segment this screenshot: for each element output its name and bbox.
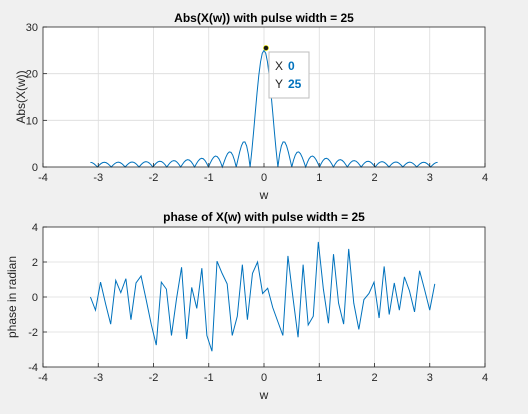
phase-ytick-label: 2 bbox=[32, 257, 38, 269]
phase-axes[interactable]: -4 -3 -2 -1 0 1 2 3 4 -4 -2 0 2 4 phase of X(w) with… bbox=[5, 210, 488, 402]
phase-xtick-label: 3 bbox=[427, 372, 433, 384]
datatip-y-label: Y bbox=[275, 77, 283, 91]
magnitude-xtick-label: -2 bbox=[149, 172, 159, 184]
magnitude-xtick-label: -3 bbox=[93, 172, 103, 184]
phase-xtick-label: -4 bbox=[38, 372, 48, 384]
datatip-x-label: X bbox=[275, 59, 283, 73]
magnitude-xtick-label: 0 bbox=[261, 172, 267, 184]
magnitude-axes[interactable]: -4 -3 -2 -1 0 1 2 3 4 0 10 20 30 Abs(X(w)) with pul… bbox=[14, 11, 488, 202]
phase-xtick-label: 0 bbox=[261, 372, 267, 384]
magnitude-xtick-label: 2 bbox=[371, 172, 377, 184]
magnitude-x-ticks: -4 -3 -2 -1 0 1 2 3 4 bbox=[38, 163, 488, 184]
magnitude-title: Abs(X(w)) with pulse width = 25 bbox=[174, 11, 354, 25]
magnitude-ytick-label: 30 bbox=[26, 22, 38, 34]
datatip[interactable]: X 0 Y 25 bbox=[263, 45, 310, 99]
phase-xlabel: w bbox=[259, 388, 269, 402]
magnitude-ytick-label: 20 bbox=[26, 69, 38, 81]
phase-xtick-label: -2 bbox=[149, 372, 159, 384]
magnitude-grid bbox=[43, 27, 485, 167]
phase-xtick-label: -1 bbox=[204, 372, 214, 384]
magnitude-xtick-label: 1 bbox=[316, 172, 322, 184]
magnitude-xlabel: w bbox=[259, 188, 269, 202]
phase-xtick-label: 1 bbox=[316, 372, 322, 384]
magnitude-series bbox=[90, 49, 438, 169]
phase-xtick-label: -3 bbox=[93, 372, 103, 384]
magnitude-line bbox=[90, 49, 438, 169]
phase-ytick-label: 0 bbox=[32, 292, 38, 304]
datatip-marker bbox=[263, 45, 269, 51]
magnitude-xtick-label: 4 bbox=[482, 172, 488, 184]
phase-series bbox=[89, 241, 436, 352]
magnitude-ytick-label: 10 bbox=[26, 115, 38, 127]
datatip-x-value: 0 bbox=[288, 59, 295, 73]
phase-ytick-label: 4 bbox=[32, 222, 38, 234]
magnitude-ytick-label: 0 bbox=[32, 162, 38, 174]
datatip-y-value: 25 bbox=[288, 77, 302, 91]
phase-ytick-label: -4 bbox=[28, 362, 38, 374]
magnitude-ylabel: Abs(X(w)) bbox=[14, 70, 28, 123]
phase-title: phase of X(w) with pulse width = 25 bbox=[163, 210, 365, 224]
datatip-box bbox=[268, 51, 310, 99]
magnitude-y-ticks: 0 10 20 30 bbox=[26, 22, 47, 174]
phase-ytick-label: -2 bbox=[28, 327, 38, 339]
magnitude-xtick-label: -1 bbox=[204, 172, 214, 184]
magnitude-xtick-label: -4 bbox=[38, 172, 48, 184]
phase-ylabel: phase in radian bbox=[5, 256, 19, 338]
phase-xtick-label: 4 bbox=[482, 372, 488, 384]
phase-x-ticks: -4 -3 -2 -1 0 1 2 3 4 bbox=[38, 363, 488, 384]
magnitude-xtick-label: 3 bbox=[427, 172, 433, 184]
phase-y-ticks: -4 -2 0 2 4 bbox=[28, 222, 47, 374]
phase-xtick-label: 2 bbox=[371, 372, 377, 384]
phase-line bbox=[89, 241, 436, 352]
